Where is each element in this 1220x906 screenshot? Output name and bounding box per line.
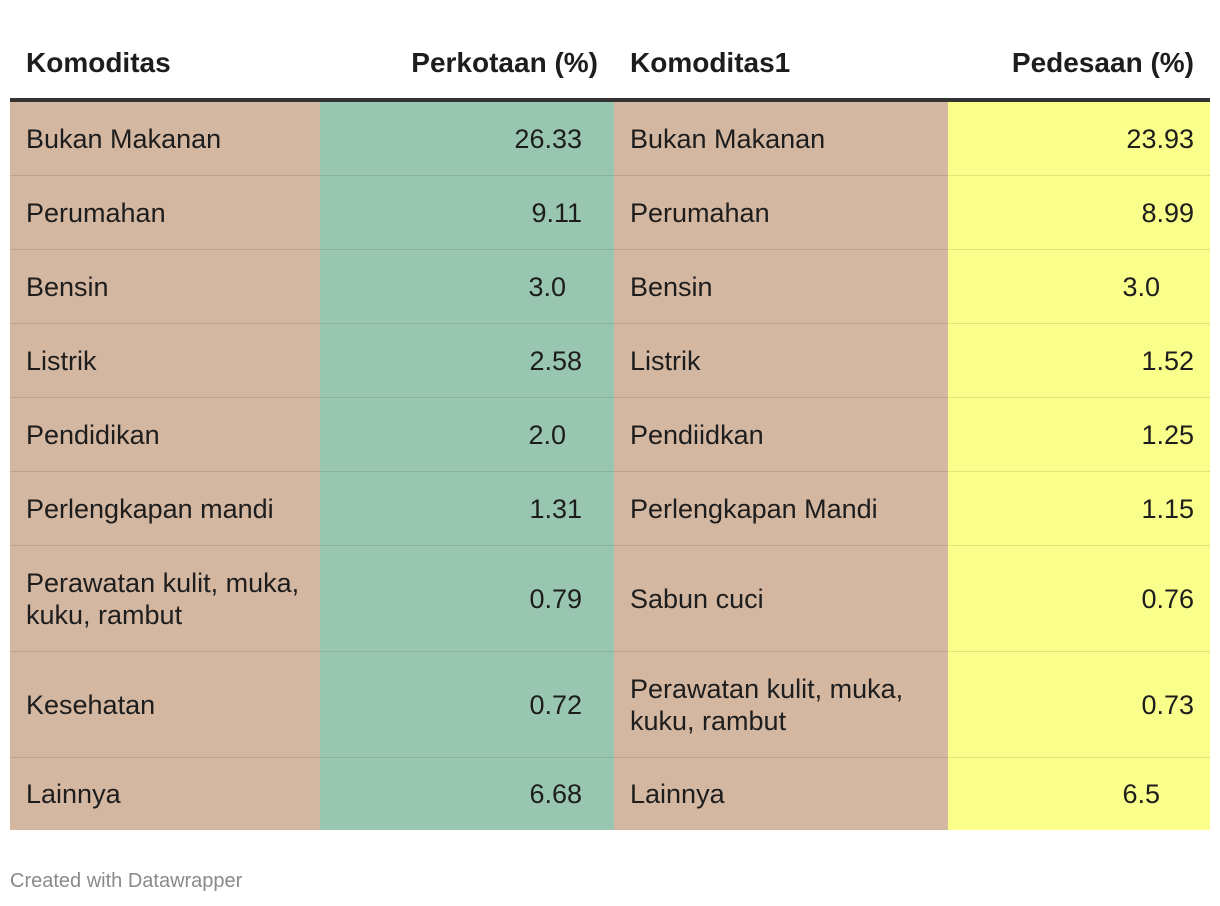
cell-perkotaan: 3.0 (320, 249, 614, 324)
table-header-row: Komoditas Perkotaan (%) Komoditas1 Pedes… (10, 28, 1210, 102)
table-row: Perumahan 9.11 Perumahan 8.99 (10, 175, 1210, 250)
cell-komoditas1: Pendiidkan (614, 397, 948, 472)
header-komoditas[interactable]: Komoditas (10, 28, 320, 102)
cell-perkotaan: 2.0 (320, 397, 614, 472)
cell-komoditas: Bensin (10, 249, 320, 324)
cell-perkotaan: 26.33 (320, 100, 614, 176)
cell-komoditas: Bukan Makanan (10, 100, 320, 176)
cell-komoditas1: Perumahan (614, 175, 948, 250)
cell-komoditas: Perawatan kulit, muka, kuku, rambut (10, 545, 320, 652)
cell-komoditas1: Perlengkapan Mandi (614, 471, 948, 546)
cell-komoditas1: Perawatan kulit, muka, kuku, rambut (614, 651, 948, 758)
header-perkotaan[interactable]: Perkotaan (%) (320, 28, 614, 102)
cell-komoditas1: Lainnya (614, 757, 948, 830)
table-row: Listrik 2.58 Listrik 1.52 (10, 323, 1210, 398)
cell-komoditas: Pendidikan (10, 397, 320, 472)
cell-pedesaan: 23.93 (948, 100, 1210, 176)
data-table-container: Komoditas Perkotaan (%) Komoditas1 Pedes… (10, 28, 1210, 830)
cell-pedesaan: 0.73 (948, 651, 1210, 758)
cell-pedesaan: 1.15 (948, 471, 1210, 546)
datawrapper-credit: Created with Datawrapper (10, 870, 243, 892)
cell-komoditas: Listrik (10, 323, 320, 398)
cell-perkotaan: 6.68 (320, 757, 614, 830)
cell-pedesaan: 3.0 (948, 249, 1210, 324)
cell-perkotaan: 0.72 (320, 651, 614, 758)
header-komoditas1[interactable]: Komoditas1 (614, 28, 948, 102)
table-row: Bensin 3.0 Bensin 3.0 (10, 249, 1210, 324)
cell-pedesaan: 1.52 (948, 323, 1210, 398)
table-row: Bukan Makanan 26.33 Bukan Makanan 23.93 (10, 100, 1210, 176)
cell-komoditas1: Sabun cuci (614, 545, 948, 652)
cell-komoditas1: Listrik (614, 323, 948, 398)
cell-pedesaan: 8.99 (948, 175, 1210, 250)
table-row: Perlengkapan mandi 1.31 Perlengkapan Mandi… (10, 471, 1210, 546)
cell-komoditas: Kesehatan (10, 651, 320, 758)
cell-komoditas1: Bensin (614, 249, 948, 324)
cell-perkotaan: 0.79 (320, 545, 614, 652)
header-pedesaan[interactable]: Pedesaan (%) (948, 28, 1210, 102)
cell-pedesaan: 1.25 (948, 397, 1210, 472)
cell-pedesaan: 6.5 (948, 757, 1210, 830)
cell-komoditas1: Bukan Makanan (614, 100, 948, 176)
data-table: Komoditas Perkotaan (%) Komoditas1 Pedes… (10, 28, 1210, 830)
cell-pedesaan: 0.76 (948, 545, 1210, 652)
cell-perkotaan: 9.11 (320, 175, 614, 250)
cell-perkotaan: 2.58 (320, 323, 614, 398)
table-row: Lainnya 6.68 Lainnya 6.5 (10, 757, 1210, 830)
table-row: Pendidikan 2.0 Pendiidkan 1.25 (10, 397, 1210, 472)
cell-komoditas: Perumahan (10, 175, 320, 250)
cell-komoditas: Perlengkapan mandi (10, 471, 320, 546)
table-row: Kesehatan 0.72 Perawatan kulit, muka, kuku… (10, 651, 1210, 758)
cell-komoditas: Lainnya (10, 757, 320, 830)
table-row: Perawatan kulit, muka, kuku, rambut 0.79 S… (10, 545, 1210, 652)
cell-perkotaan: 1.31 (320, 471, 614, 546)
